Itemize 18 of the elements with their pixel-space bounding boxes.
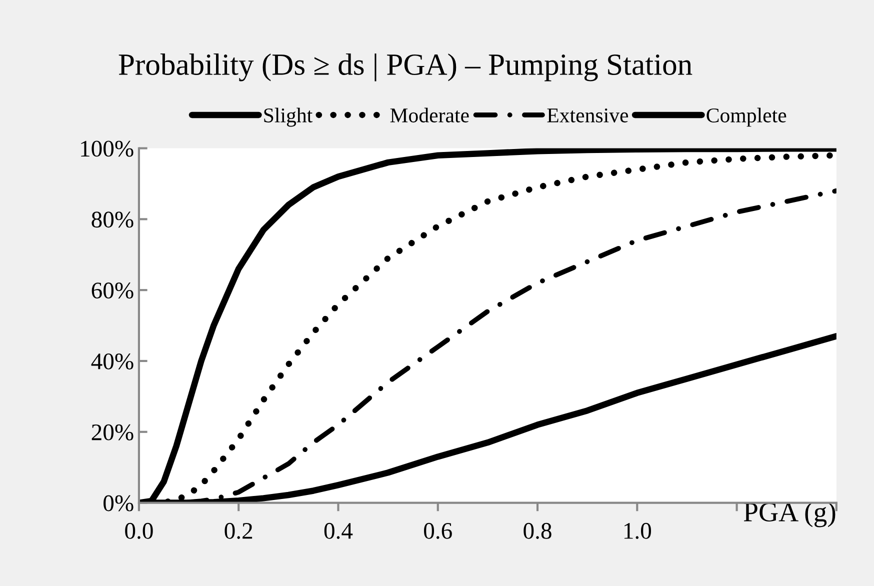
y-tick-label: 100%	[81, 140, 134, 157]
y-tick-label: 60%	[92, 282, 134, 299]
legend-label: Extensive	[547, 108, 628, 122]
y-tick-label: 80%	[92, 212, 134, 228]
legend-label: Moderate	[390, 108, 469, 122]
y-tick-label: 0%	[104, 495, 134, 512]
x-tick-label: 0.0	[125, 522, 153, 539]
x-tick-label: 0.6	[424, 522, 452, 539]
x-tick-label: 0.2	[224, 522, 252, 539]
x-tick-label: 0.8	[524, 522, 552, 539]
y-tick-label: 20%	[92, 424, 134, 440]
x-axis-title: PGA (g)	[744, 502, 836, 528]
chart-title: Probability (Ds ≥ ds | PGA) – Pumping Station	[118, 53, 692, 82]
legend-label: Slight	[264, 108, 313, 127]
x-tick-label: 1.0	[624, 522, 652, 539]
x-tick-label: 0.4	[324, 522, 353, 539]
y-tick-label: 40%	[91, 353, 134, 370]
legend-label: Complete	[706, 108, 786, 127]
